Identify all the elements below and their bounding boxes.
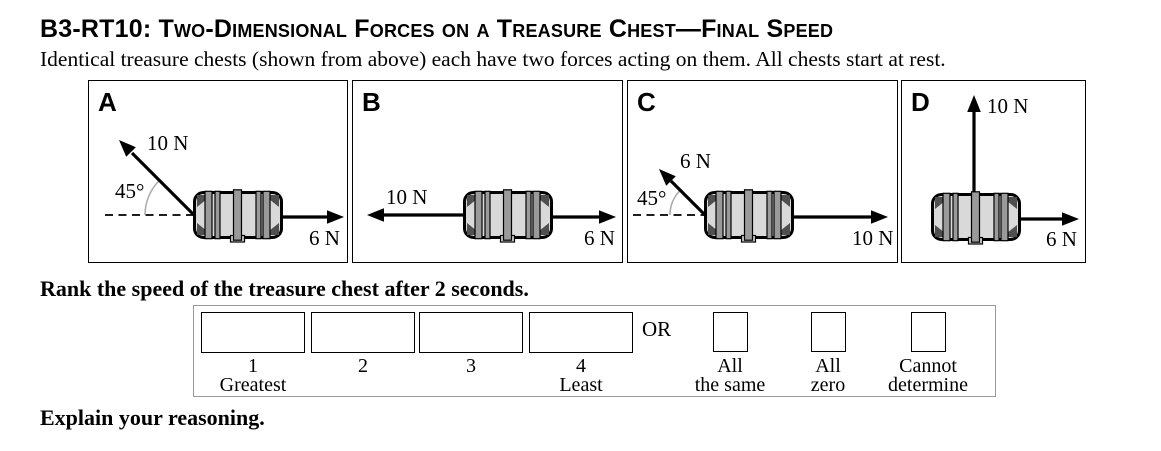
treasure-chest bbox=[704, 189, 794, 243]
panel-a-diagram bbox=[105, 140, 344, 243]
panel-b: B 10 N 6 N bbox=[352, 80, 623, 263]
rank-slot-4[interactable] bbox=[529, 312, 633, 353]
page-title: B3-RT10: Two-Dimensional Forces on a Tre… bbox=[40, 15, 834, 43]
force-value-label: 10 N bbox=[987, 94, 1029, 118]
ranking-section: 1 2 3 4 Greatest Least OR All the same A… bbox=[193, 305, 996, 397]
treasure-chest bbox=[193, 189, 283, 243]
panel-d-letter: D bbox=[911, 87, 930, 117]
ranking-question: Rank the speed of the treasure chest aft… bbox=[40, 276, 529, 301]
option-cannot-determine-line1: Cannot bbox=[899, 355, 957, 377]
force-value-label: 6 N bbox=[1046, 227, 1077, 251]
option-box-all-zero[interactable] bbox=[811, 312, 846, 352]
rank-slot-3-number: 3 bbox=[466, 355, 476, 377]
panel-d-diagram bbox=[931, 95, 1079, 245]
option-box-cannot-determine[interactable] bbox=[911, 312, 946, 352]
force-arrow-right bbox=[792, 210, 888, 224]
force-value-label: 10 N bbox=[386, 185, 428, 209]
or-label: OR bbox=[642, 317, 672, 341]
force-value-label: 10 N bbox=[852, 226, 894, 250]
panel-b-letter: B bbox=[362, 87, 381, 117]
force-value-label: 6 N bbox=[309, 226, 340, 250]
rank-slot-1[interactable] bbox=[201, 312, 305, 353]
option-all-zero-line2: zero bbox=[810, 374, 846, 396]
panel-a-letter: A bbox=[98, 87, 117, 117]
force-arrow-up bbox=[967, 95, 981, 193]
rank-slot-3[interactable] bbox=[419, 312, 523, 353]
option-box-all-the-same[interactable] bbox=[713, 312, 748, 352]
force-arrow-left bbox=[367, 208, 464, 222]
panel-c: C 6 N 45° bbox=[627, 80, 898, 263]
rank-slot-2[interactable] bbox=[311, 312, 415, 353]
force-arrow-right bbox=[280, 210, 344, 224]
angle-label: 45° bbox=[115, 179, 145, 203]
angle-label: 45° bbox=[637, 186, 667, 210]
rank-slot-2-number: 2 bbox=[358, 355, 368, 377]
panel-c-letter: C bbox=[637, 87, 656, 117]
angle-arc bbox=[144, 179, 160, 216]
force-arrow-up-left bbox=[659, 169, 707, 217]
rank-slot-4-number: 4 bbox=[576, 355, 586, 377]
force-arrow-right bbox=[553, 210, 616, 224]
page-subtitle: Identical treasure chests (shown from ab… bbox=[40, 47, 946, 71]
rank-slot-4-sublabel: Least bbox=[559, 374, 603, 396]
force-value-label: 10 N bbox=[147, 131, 189, 155]
panel-b-diagram bbox=[367, 189, 616, 243]
panel-d: D 10 N 6 N bbox=[901, 80, 1086, 263]
option-all-zero-line1: All bbox=[815, 355, 841, 377]
treasure-chest bbox=[931, 191, 1021, 245]
force-arrow-up-left bbox=[119, 140, 196, 217]
option-all-same-line2: the same bbox=[694, 374, 766, 396]
panel-c-diagram bbox=[633, 169, 888, 243]
force-value-label: 6 N bbox=[584, 226, 615, 250]
explain-prompt: Explain your reasoning. bbox=[40, 405, 265, 430]
angle-arc bbox=[669, 189, 681, 216]
treasure-chest bbox=[463, 189, 553, 243]
force-arrow-right bbox=[1019, 212, 1079, 226]
panel-a: A 10 N 45° bbox=[88, 80, 348, 263]
force-value-label: 6 N bbox=[680, 149, 711, 173]
option-all-same-line1: All bbox=[717, 355, 743, 377]
rank-slot-1-number: 1 bbox=[248, 355, 258, 377]
rank-slot-1-sublabel: Greatest bbox=[219, 374, 287, 396]
option-cannot-determine-line2: determine bbox=[888, 374, 968, 396]
